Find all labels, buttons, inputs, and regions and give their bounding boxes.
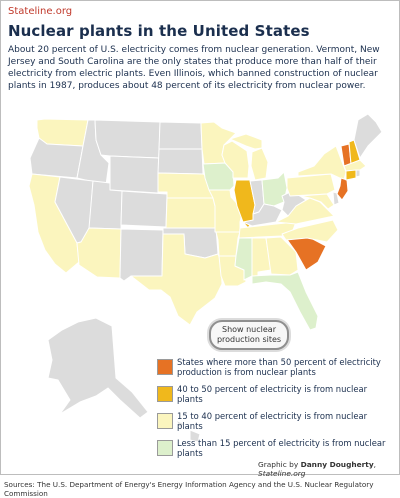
legend-item-under15: Less than 15 percent of electricity is f…: [157, 438, 397, 462]
legend-swatch-over50: [157, 359, 173, 375]
state-ak: [47, 317, 149, 419]
state-mo: [208, 189, 244, 233]
state-nc: [281, 219, 339, 243]
state-wy: [109, 155, 160, 194]
legend-label-40to50: 40 to 50 percent of electricity is from …: [177, 384, 368, 404]
legend-label-15to40: 15 to 40 percent of electricity is from …: [177, 411, 368, 431]
show-production-sites-button[interactable]: Show nuclear production sites: [209, 320, 289, 350]
state-ny: [297, 145, 347, 181]
us-map: [28, 113, 383, 443]
credit-prefix: Graphic by: [258, 460, 301, 469]
intro-text: About 20 percent of U.S. electricity com…: [8, 45, 380, 91]
state-ky: [242, 203, 283, 227]
credit-separator: ,: [373, 460, 376, 469]
state-mt: [94, 119, 161, 159]
state-fl: [251, 271, 319, 331]
state-nj: [336, 177, 349, 201]
legend-item-15to40: 15 to 40 percent of electricity is from …: [157, 411, 397, 435]
legend-item-40to50: 40 to 50 percent of electricity is from …: [157, 384, 397, 408]
sources-text: Sources: The U.S. Department of Energy's…: [4, 480, 374, 498]
legend-swatch-40to50: [157, 386, 173, 402]
state-wi: [221, 140, 250, 179]
state-ks: [165, 197, 216, 229]
state-nm: [119, 228, 164, 282]
state-ma: [343, 159, 367, 172]
state-de: [332, 191, 340, 206]
legend-label-under15: Less than 15 percent of electricity is f…: [177, 438, 386, 458]
page-title: Nuclear plants in the United States: [8, 22, 310, 40]
brand-label: Stateline.org: [8, 6, 73, 17]
state-hi-3: [189, 429, 201, 443]
state-sd: [157, 148, 204, 175]
state-me: [353, 113, 383, 159]
state-hi-2: [175, 419, 185, 429]
state-ri: [355, 169, 361, 178]
legend-item-over50: States where more than 50 percent of ele…: [157, 357, 397, 381]
legend-swatch-15to40: [157, 413, 173, 429]
state-ga: [265, 236, 299, 276]
state-md: [299, 193, 335, 210]
legend-label-over50: States where more than 50 percent of ele…: [177, 357, 381, 377]
state-co: [120, 190, 168, 228]
state-tx: [130, 233, 223, 326]
state-ct: [345, 169, 357, 181]
state-nd: [158, 121, 203, 150]
state-mi-lower: [250, 147, 269, 181]
credit-author: Danny Dougherty: [300, 460, 374, 469]
state-pa: [286, 173, 336, 197]
graphic-credit: Graphic by Danny Dougherty, Stateline.or…: [258, 460, 400, 478]
legend-swatch-under15: [157, 440, 173, 456]
credit-site: Stateline.org: [258, 469, 306, 478]
